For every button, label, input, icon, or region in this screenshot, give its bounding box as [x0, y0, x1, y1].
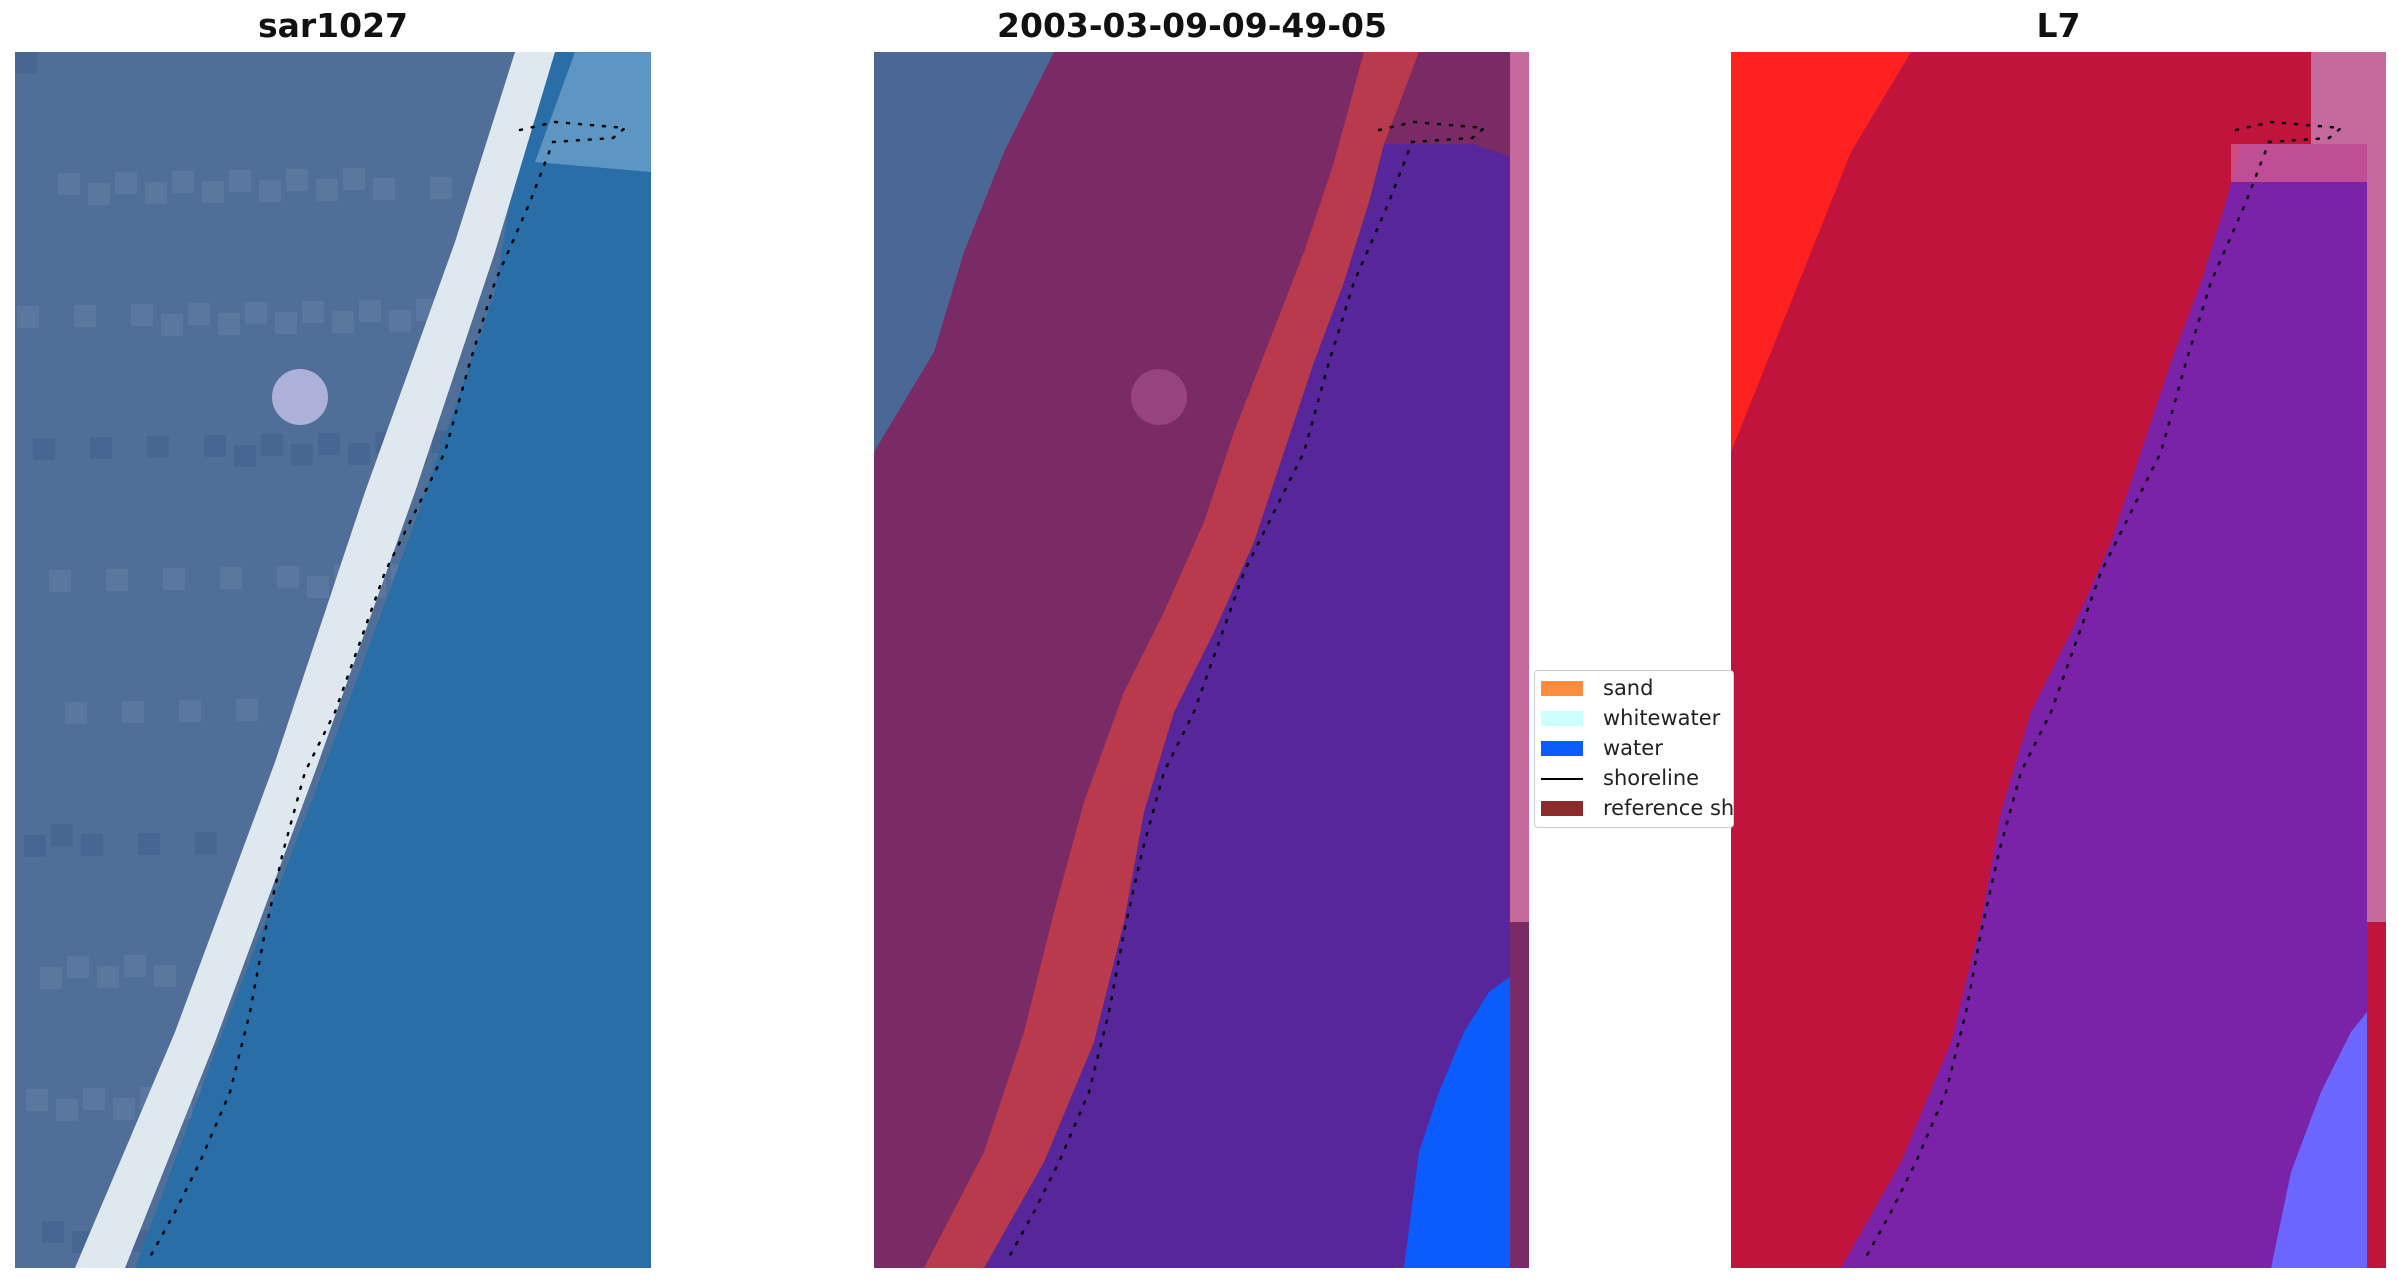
blue-corner: [2271, 1012, 2367, 1268]
water-class: [984, 144, 1510, 1268]
legend-item-water: water: [1535, 733, 1733, 763]
legend-line-shoreline: [1541, 778, 1583, 780]
classified-panel: [874, 52, 1529, 1268]
unclassified-corner: [874, 52, 1054, 452]
legend-label-shoreline: shoreline: [1603, 766, 1700, 790]
false-color-image: [1731, 52, 2386, 1268]
panel-title-date: 2003-03-09-09-49-05: [997, 6, 1387, 45]
water-falsecolor: [1841, 144, 2367, 1268]
legend-label-reference: reference shoreline: [1603, 796, 1734, 820]
legend-label-sand: sand: [1603, 676, 1654, 700]
panel-title-rgb: sar1027: [257, 6, 409, 45]
legend: sand whitewater water shoreline referenc…: [1534, 670, 1734, 828]
legend-item-shoreline: shoreline: [1535, 763, 1733, 793]
legend-label-whitewater: whitewater: [1603, 706, 1721, 730]
water-blue-class: [1404, 977, 1510, 1268]
legend-label-water: water: [1603, 736, 1663, 760]
classified-image: [874, 52, 1529, 1268]
rgb-satellite-image: [15, 52, 651, 1268]
sand-class: [924, 52, 1419, 1268]
legend-swatch-reference: [1541, 801, 1583, 816]
legend-item-sand: sand: [1535, 673, 1733, 703]
legend-item-whitewater: whitewater: [1535, 703, 1733, 733]
panel-title-sensor: L7: [2036, 6, 2081, 45]
falsecolor-panel: [1731, 52, 2386, 1268]
legend-swatch-sand: [1541, 681, 1583, 696]
bright-corner: [1731, 52, 1911, 452]
ocean-area: [135, 52, 651, 1268]
beach-strip: [75, 52, 555, 1268]
legend-item-reference-shoreline: reference shoreline: [1535, 793, 1733, 823]
legend-swatch-water: [1541, 741, 1583, 756]
legend-swatch-whitewater: [1541, 711, 1583, 726]
rgb-panel: [15, 52, 651, 1268]
